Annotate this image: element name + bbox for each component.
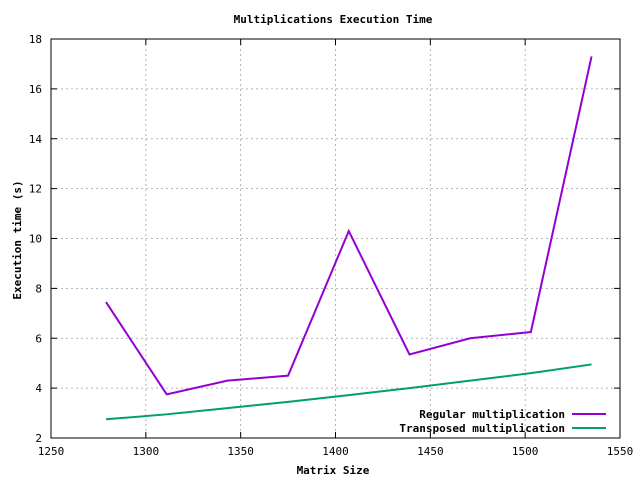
- x-tick-label: 1550: [607, 445, 634, 458]
- y-axis-label: Execution time (s): [11, 180, 24, 299]
- series-lines: [105, 56, 593, 421]
- y-tick-label: 14: [29, 133, 43, 146]
- legend-label: Transposed multiplication: [399, 422, 565, 435]
- x-tick-label: 1350: [227, 445, 254, 458]
- x-tick-label: 1500: [512, 445, 539, 458]
- plot-border: [50, 38, 621, 439]
- y-tick-label: 12: [29, 183, 42, 196]
- x-tick-label: 1250: [38, 445, 65, 458]
- chart-title: Multiplications Execution Time: [234, 13, 433, 26]
- legend-label: Regular multiplication: [419, 408, 565, 421]
- series-line-regular: [105, 56, 593, 396]
- x-axis-label: Matrix Size: [297, 464, 370, 477]
- grid-lines: [51, 39, 620, 438]
- x-tick-label: 1300: [133, 445, 160, 458]
- y-tick-label: 10: [29, 233, 42, 246]
- y-tick-label: 18: [29, 33, 42, 46]
- y-tick-label: 4: [35, 382, 42, 395]
- y-tick-label: 2: [35, 432, 42, 445]
- axis-ticks: 1250 1300 1350 1400 1450 1500 1550 2 4 6 8 10 12 14 16…: [29, 33, 634, 458]
- y-tick-label: 16: [29, 83, 42, 96]
- x-tick-label: 1450: [417, 445, 444, 458]
- x-tick-label: 1400: [322, 445, 349, 458]
- y-tick-label: 6: [35, 332, 42, 345]
- y-tick-label: 8: [35, 282, 42, 295]
- series-line-transposed: [105, 363, 592, 421]
